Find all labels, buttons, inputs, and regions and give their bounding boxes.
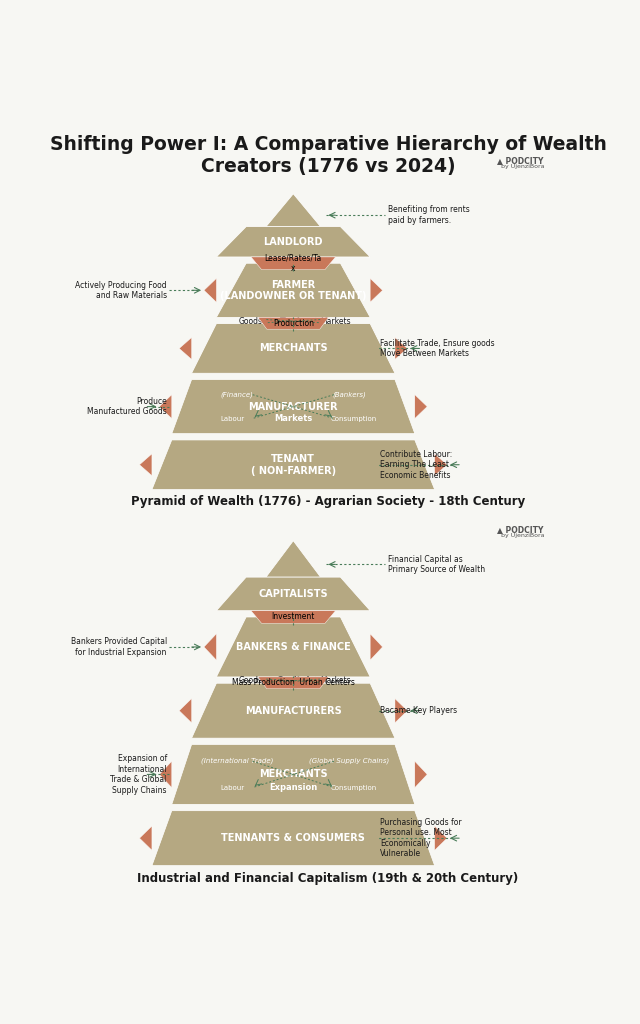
Text: FARMER
(LANDOWNER OR TENANT): FARMER (LANDOWNER OR TENANT) xyxy=(220,280,367,301)
Polygon shape xyxy=(251,257,335,269)
Polygon shape xyxy=(251,610,335,624)
Polygon shape xyxy=(172,744,415,805)
Text: MANUFACTURERS: MANUFACTURERS xyxy=(245,706,342,716)
Text: ▲ PODCITY: ▲ PODCITY xyxy=(497,156,543,165)
Polygon shape xyxy=(395,698,408,723)
Text: TENANT
( NON-FARMER): TENANT ( NON-FARMER) xyxy=(251,454,336,475)
Text: Industrial and Financial Capitalism (19th & 20th Century): Industrial and Financial Capitalism (19t… xyxy=(138,872,518,885)
Text: Pyramid of Wealth (1776) - Agrarian Society - 18th Century: Pyramid of Wealth (1776) - Agrarian Soci… xyxy=(131,495,525,508)
Text: Labour: Labour xyxy=(220,785,244,791)
Polygon shape xyxy=(258,317,328,329)
Polygon shape xyxy=(415,761,428,787)
Polygon shape xyxy=(216,226,370,257)
Polygon shape xyxy=(204,279,216,302)
Text: Contribute Labour:
Earning The Least
Economic Benefits: Contribute Labour: Earning The Least Eco… xyxy=(380,450,452,479)
Polygon shape xyxy=(140,826,152,850)
Text: Capital: Capital xyxy=(276,676,310,685)
Text: (Global Supply Chains): (Global Supply Chains) xyxy=(309,758,389,764)
Text: by UjenziBora: by UjenziBora xyxy=(497,532,544,538)
Polygon shape xyxy=(191,683,395,738)
Text: Markets: Markets xyxy=(274,415,312,423)
Text: Investment: Investment xyxy=(271,612,315,622)
Text: ▲ PODCITY: ▲ PODCITY xyxy=(497,525,543,534)
Text: Shifting Power I: A Comparative Hierarchy of Wealth
Creators (1776 vs 2024): Shifting Power I: A Comparative Hierarch… xyxy=(49,135,607,176)
Text: Consumption: Consumption xyxy=(331,785,377,791)
Text: Actively Producing Food
and Raw Materials: Actively Producing Food and Raw Material… xyxy=(75,281,167,300)
Polygon shape xyxy=(204,634,216,660)
Polygon shape xyxy=(216,578,370,610)
Text: Benefiting from rents
paid by farmers.: Benefiting from rents paid by farmers. xyxy=(388,206,469,225)
Text: Lease/Rates/Ta
x: Lease/Rates/Ta x xyxy=(265,254,322,273)
Text: Labour: Labour xyxy=(220,416,244,422)
Text: by UjenziBora: by UjenziBora xyxy=(497,164,544,169)
Text: Purchasing Goods for
Personal use. Most
Economically
Vulnerable: Purchasing Goods for Personal use. Most … xyxy=(380,818,461,858)
Polygon shape xyxy=(266,194,321,226)
Polygon shape xyxy=(435,826,447,850)
Polygon shape xyxy=(415,394,428,419)
Polygon shape xyxy=(159,761,172,787)
Polygon shape xyxy=(395,338,408,359)
Polygon shape xyxy=(216,617,370,677)
Text: Produce
Manufactured Goods: Produce Manufactured Goods xyxy=(87,397,167,417)
Polygon shape xyxy=(191,324,395,373)
Polygon shape xyxy=(258,677,328,689)
Polygon shape xyxy=(152,440,435,489)
Polygon shape xyxy=(179,698,191,723)
Text: (Finance): (Finance) xyxy=(221,391,254,397)
Polygon shape xyxy=(435,454,447,475)
Text: TENNANTS & CONSUMERS: TENNANTS & CONSUMERS xyxy=(221,834,365,843)
Polygon shape xyxy=(172,380,415,433)
Text: Markets: Markets xyxy=(320,316,351,326)
Text: Expansion: Expansion xyxy=(269,783,317,793)
Text: (Bankers): (Bankers) xyxy=(332,391,366,397)
Text: (International Trade): (International Trade) xyxy=(201,758,273,764)
Text: Trade: Trade xyxy=(280,316,307,326)
Polygon shape xyxy=(179,338,191,359)
Polygon shape xyxy=(266,541,321,578)
Text: LANDLORD: LANDLORD xyxy=(264,237,323,247)
Text: Goods: Goods xyxy=(239,676,263,685)
Polygon shape xyxy=(140,454,152,475)
Polygon shape xyxy=(159,394,172,419)
Text: MERCHANTS: MERCHANTS xyxy=(259,769,328,779)
Text: Facilitate Trade, Ensure goods
Move Between Markets: Facilitate Trade, Ensure goods Move Betw… xyxy=(380,339,495,358)
Text: MANUFACTURER: MANUFACTURER xyxy=(248,401,338,412)
Text: CAPITALISTS: CAPITALISTS xyxy=(259,589,328,599)
Text: Expansion of
International
Trade & Global
Supply Chains: Expansion of International Trade & Globa… xyxy=(111,755,167,795)
Polygon shape xyxy=(152,811,435,865)
Text: Mass Production  Urban Centers: Mass Production Urban Centers xyxy=(232,678,355,687)
Polygon shape xyxy=(216,263,370,317)
Text: Consumption: Consumption xyxy=(331,416,377,422)
Polygon shape xyxy=(370,634,383,660)
Text: Bankers Provided Capital
for Industrial Expansion: Bankers Provided Capital for Industrial … xyxy=(70,637,167,656)
Polygon shape xyxy=(370,279,383,302)
Text: Financial Capital as
Primary Source of Wealth: Financial Capital as Primary Source of W… xyxy=(388,555,484,574)
Text: MERCHANTS: MERCHANTS xyxy=(259,343,328,353)
Text: BANKERS & FINANCE: BANKERS & FINANCE xyxy=(236,642,351,652)
Text: Goods: Goods xyxy=(239,316,263,326)
Text: Markets: Markets xyxy=(320,676,351,685)
Text: Became Key Players: Became Key Players xyxy=(380,707,457,715)
Text: Production: Production xyxy=(273,318,314,328)
